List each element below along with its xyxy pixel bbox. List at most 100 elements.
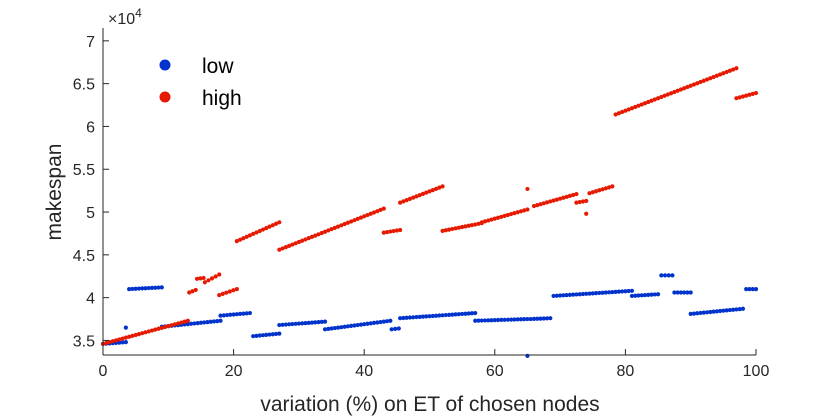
data-point-low (466, 311, 471, 316)
x-axis-ticks: 0 20 40 60 80 100 (99, 349, 769, 380)
data-point-low (267, 332, 272, 337)
data-point-low (695, 311, 700, 316)
x-axis-label: variation (%) on ET of chosen nodes (260, 393, 599, 416)
data-point-low (606, 290, 612, 295)
data-point-low (629, 288, 635, 293)
data-point-high (381, 206, 386, 211)
data-point-high (584, 211, 589, 216)
data-point-high (123, 335, 128, 340)
data-point-low (198, 320, 204, 325)
data-point-high (698, 79, 703, 85)
data-point-high (352, 218, 357, 223)
legend: low high (159, 55, 242, 110)
data-point-low (251, 334, 256, 339)
data-point-low (691, 311, 697, 316)
data-point-low (136, 286, 142, 291)
data-point-high (620, 109, 625, 115)
data-point-high (440, 184, 445, 189)
data-point-high (737, 95, 742, 100)
data-point-high (349, 219, 354, 224)
data-point-high (469, 223, 475, 228)
data-point-low (535, 316, 540, 321)
data-point-low (531, 316, 537, 321)
y-tick-label: 7 (86, 34, 95, 51)
data-point-high (381, 230, 386, 235)
data-point-low (649, 292, 654, 297)
data-point-high (162, 324, 168, 330)
data-point-high (606, 185, 612, 190)
data-point-low (708, 309, 713, 315)
data-point-high (492, 216, 497, 221)
data-point-low (518, 317, 524, 322)
data-point-low (646, 292, 651, 297)
data-point-low (205, 319, 210, 325)
data-point-low (146, 285, 151, 291)
data-point-high (391, 228, 396, 234)
data-point-low (277, 322, 282, 328)
data-point-low (123, 325, 128, 330)
data-point-high (639, 102, 644, 107)
data-point-high (554, 197, 559, 202)
data-point-high (734, 66, 739, 71)
data-point-low (384, 319, 390, 324)
data-point-low (659, 273, 664, 278)
data-point-high (309, 234, 315, 239)
data-point-low (195, 320, 200, 326)
data-point-low (600, 290, 605, 295)
data-point-low (666, 273, 671, 278)
data-point-low (224, 312, 230, 318)
data-point-high (384, 229, 390, 235)
data-point-low (486, 318, 491, 323)
data-point-low (192, 321, 197, 326)
data-point-high (169, 323, 174, 328)
data-point-high (682, 86, 687, 91)
data-point-high (747, 92, 752, 97)
data-point-high (655, 96, 661, 101)
data-point-low (688, 290, 693, 295)
data-point-low (558, 293, 563, 298)
data-point-low (675, 290, 680, 295)
data-point-low (551, 293, 556, 299)
data-point-low (499, 317, 504, 322)
data-point-low (633, 293, 638, 298)
data-point-low (293, 321, 298, 326)
data-point-high (175, 321, 181, 326)
data-point-low (120, 340, 125, 345)
data-point-high (495, 215, 501, 220)
data-point-low (244, 311, 249, 316)
y-tick-label: 6 (86, 119, 95, 136)
data-point-high (394, 228, 399, 233)
data-point-low (143, 286, 148, 291)
data-point-low (208, 319, 213, 324)
legend-marker-high (159, 91, 171, 103)
data-point-low (603, 290, 608, 295)
data-point-low (273, 331, 279, 337)
data-point-high (313, 233, 318, 238)
data-point-high (231, 288, 236, 293)
data-point-low (153, 285, 158, 290)
data-point-low (450, 312, 455, 317)
data-point-high (202, 280, 207, 285)
data-point-high (642, 101, 648, 106)
data-point-high (695, 81, 700, 86)
data-point-high (701, 78, 706, 83)
data-point-high (217, 292, 222, 298)
data-point-high (499, 214, 504, 219)
data-point-low (538, 316, 543, 321)
data-point-low (332, 325, 337, 331)
x-tick-label: 40 (355, 363, 373, 380)
data-point-high (665, 92, 670, 97)
data-point-high (662, 93, 667, 98)
data-point-low (362, 322, 367, 327)
data-point-low (590, 291, 595, 296)
y-tick-label: 4 (86, 291, 95, 308)
x-tick-label: 80 (617, 363, 635, 380)
data-point-high (551, 198, 556, 203)
data-point-high (535, 203, 540, 208)
data-point-high (206, 278, 211, 283)
data-point-high (411, 195, 416, 200)
data-point-low (396, 326, 401, 331)
data-point-low (479, 318, 484, 323)
data-point-high (319, 230, 324, 236)
data-point-low (424, 314, 429, 319)
